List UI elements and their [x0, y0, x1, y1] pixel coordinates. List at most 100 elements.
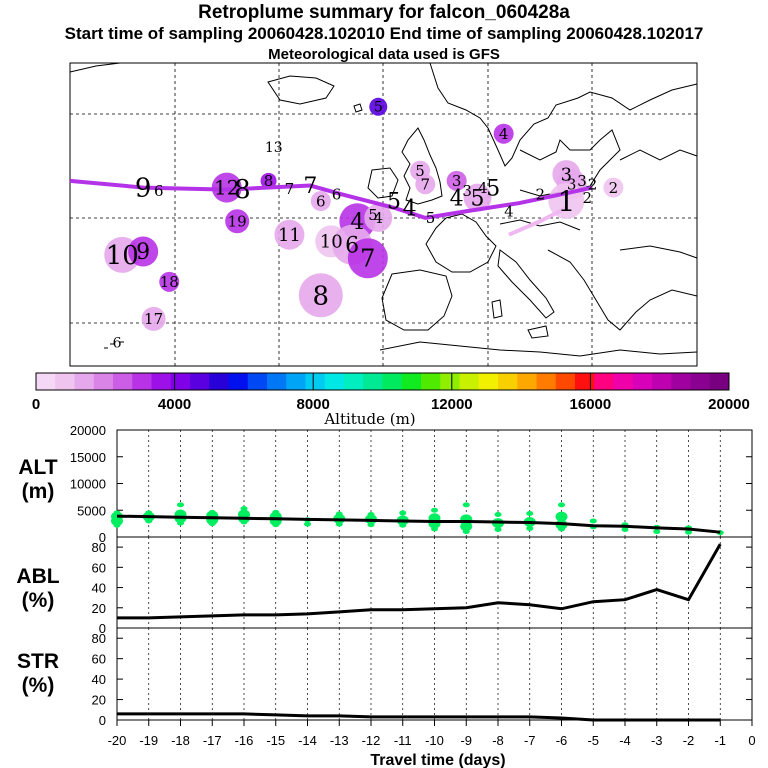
plume-age-label: 3 — [567, 175, 577, 193]
colorbar-tick-label: 16000 — [570, 396, 612, 413]
plume-age-label: 5 — [415, 162, 425, 180]
x-tick-label: -12 — [362, 733, 381, 748]
x-tick-label: -1 — [714, 733, 726, 748]
coast-sardinia — [491, 299, 503, 319]
coast-france — [425, 213, 497, 273]
plume-cluster-circle — [225, 209, 250, 234]
plume-age-label: 11 — [278, 225, 301, 246]
y-tick-label: 0 — [99, 530, 106, 545]
altitude-colorbar: 0 4000 8000 12000 16000 20000 — [32, 372, 750, 413]
colorbar-segment — [421, 373, 441, 390]
plume-age-label: 9 — [136, 240, 150, 265]
plume-age-label: 8 — [264, 172, 274, 190]
colorbar-segment — [74, 373, 95, 390]
alt-cluster-point — [555, 511, 568, 522]
plume-cluster-circle — [493, 123, 514, 144]
colorbar-segment — [613, 373, 634, 390]
plume-cluster-circle — [274, 219, 305, 250]
plume-age-label: 6 — [345, 234, 359, 259]
coast-faroe — [353, 103, 363, 113]
x-axis-label: Travel time (days) — [370, 752, 505, 768]
alt-cluster-point — [494, 512, 502, 518]
plume-age-label: 9 — [135, 174, 152, 204]
alt-cluster-point — [494, 527, 502, 533]
plume-cluster-circle — [298, 273, 343, 318]
alt-cluster-point — [335, 511, 343, 517]
plume-age-label: 7 — [360, 245, 375, 273]
x-tick-label: -16 — [235, 733, 254, 748]
alt-cluster-point — [431, 507, 438, 513]
plume-age-label: 1 — [557, 185, 575, 218]
colorbar-segment — [286, 373, 306, 390]
plume-age-label: 4 — [450, 186, 464, 211]
alt-cluster-point — [399, 510, 407, 516]
alt-cluster-point — [177, 502, 184, 508]
colorbar-segment — [632, 373, 653, 390]
coast-alps — [499, 219, 581, 231]
panel-ylabel: (%) — [22, 589, 55, 612]
coast-balkans — [547, 249, 698, 331]
plume-age-label: 2 — [583, 189, 593, 207]
panel-ylabel: ALT — [18, 456, 57, 479]
colorbar-segment — [555, 373, 576, 390]
colorbar-segment — [401, 373, 422, 390]
plume-age-label: 2 — [588, 175, 598, 193]
abl-line — [117, 543, 722, 620]
y-tick-label: 60 — [92, 652, 106, 667]
coast-azores — [104, 341, 124, 349]
x-tick-label: -11 — [394, 733, 412, 748]
plume-age-label: 3 — [462, 182, 472, 200]
colorbar-segment — [517, 373, 537, 390]
plume-cluster-circle — [211, 172, 242, 203]
plume-age-label: 5 — [426, 209, 436, 227]
colorbar-segment — [36, 373, 56, 390]
plume-age-label: 6 — [316, 192, 326, 210]
alt-cluster-point — [589, 518, 597, 524]
plume-age-label: 18 — [160, 273, 179, 291]
colorbar-segment — [690, 373, 711, 390]
y-tick-label: 20 — [92, 601, 106, 616]
colorbar-segment — [209, 373, 229, 390]
abl-panel: 0 20 40 60 80 ABL(%) — [16, 536, 753, 636]
plume-cluster-circle — [310, 191, 331, 212]
colorbar-label: Altitude (m) — [323, 410, 415, 428]
coast-sicily — [527, 325, 549, 339]
plume-age-label: 4 — [403, 196, 417, 221]
y-tick-label: 40 — [92, 581, 106, 596]
plume-age-label: 13 — [265, 140, 283, 156]
alt-cluster-point — [685, 529, 692, 535]
colorbar-segment — [267, 373, 287, 390]
y-tick-label: 80 — [92, 631, 106, 646]
colorbar-segment — [709, 373, 730, 390]
x-tick-label: -14 — [298, 733, 317, 748]
colorbar-segment — [382, 373, 403, 390]
x-tick-label: -7 — [524, 733, 536, 748]
plume-cluster-circle — [603, 177, 624, 198]
y-tick-label: 5000 — [77, 503, 106, 518]
alt-cluster-point — [526, 510, 534, 516]
panel-ylabel: STR — [17, 650, 59, 673]
y-tick-label: 80 — [92, 540, 106, 555]
colorbar-segment — [498, 373, 518, 390]
alt-cluster-point — [462, 502, 470, 508]
plume-age-label: 4 — [504, 202, 514, 220]
plume-cluster-circle — [347, 238, 388, 279]
plume-age-label: 4 — [478, 179, 488, 197]
plume-cluster-circle — [364, 203, 393, 232]
colorbar-segment — [170, 373, 191, 390]
x-tick-label: -9 — [460, 733, 472, 748]
colorbar-segment — [247, 373, 268, 390]
y-tick-label: 0 — [99, 621, 106, 636]
colorbar-segment — [363, 373, 383, 390]
coast-scandinavia — [429, 62, 698, 167]
plume-age-label: 17 — [144, 310, 163, 328]
colorbar-segment — [652, 373, 672, 390]
colorbar-segment — [113, 373, 133, 390]
alt-median-line — [116, 514, 721, 534]
plume-age-label: 6 — [332, 186, 342, 204]
plume-age-label: 2 — [535, 186, 545, 204]
plume-age-label: 12 — [214, 176, 239, 200]
mean-trajectory — [69, 178, 593, 237]
